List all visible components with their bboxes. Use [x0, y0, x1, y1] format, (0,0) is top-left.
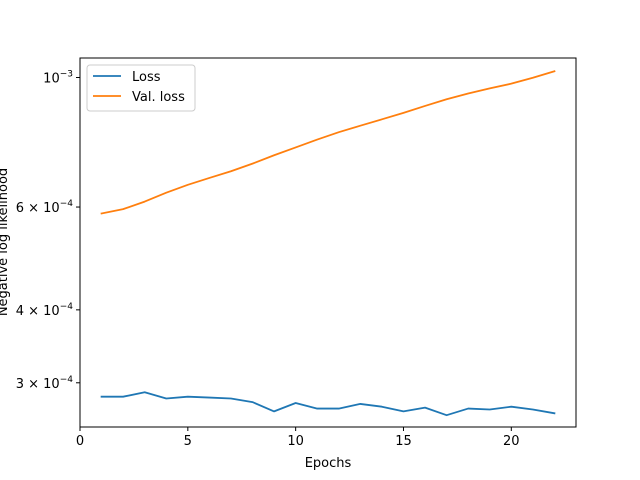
x-tick-label: 5	[184, 434, 192, 449]
plot-content	[100, 70, 556, 417]
y-axis-label: Negative log likelihood	[0, 168, 11, 316]
y-tick-label-exponent: −4	[60, 375, 74, 385]
y-tick-label-exponent: −4	[60, 199, 74, 209]
legend: Loss Val. loss	[86, 64, 196, 112]
y-tick-label: 4 × 10−4	[16, 302, 74, 319]
x-axis-ticks: 0 5 10 15 20	[76, 427, 520, 449]
x-tick-label: 20	[503, 434, 520, 449]
y-tick-label-base: 6 × 10	[16, 201, 60, 216]
y-tick-label-base: 10	[43, 72, 60, 87]
series-line-0	[100, 391, 556, 417]
y-tick-label-exponent: −4	[60, 302, 74, 312]
y-tick-label-exponent: −3	[60, 70, 73, 80]
y-axis-ticks: 3 × 10−44 × 10−46 × 10−410−3	[16, 70, 80, 392]
legend-label: Loss	[132, 70, 161, 85]
y-tick-label: 3 × 10−4	[16, 375, 74, 392]
plot-frame	[79, 57, 577, 428]
x-tick-label: 10	[287, 434, 304, 449]
y-tick-label: 6 × 10−4	[16, 199, 74, 216]
y-tick-label-base: 4 × 10	[16, 304, 60, 319]
x-axis-label: Epochs	[305, 456, 352, 471]
legend-label: Val. loss	[132, 90, 185, 105]
x-tick-label: 0	[76, 434, 84, 449]
x-tick-label: 15	[395, 434, 412, 449]
y-tick-label: 10−3	[43, 70, 73, 87]
y-tick-label-base: 3 × 10	[16, 377, 60, 392]
series-line-1	[100, 70, 556, 215]
